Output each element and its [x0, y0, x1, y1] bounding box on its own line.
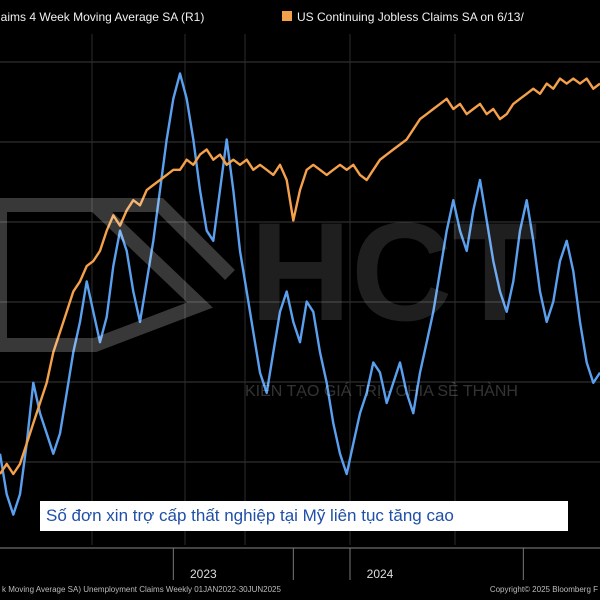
x-axis: 2023 2024: [0, 547, 600, 581]
chart-footer: k Moving Average SA) Unemployment Claims…: [0, 582, 600, 600]
legend-series2-label: US Continuing Jobless Claims SA on 6/13/: [297, 10, 524, 24]
series-line-continuing-claims: [0, 77, 600, 476]
footer-source: k Moving Average SA) Unemployment Claims…: [2, 585, 281, 594]
legend: laims 4 Week Moving Average SA (R1) US C…: [0, 0, 600, 34]
x-tick-label: 2024: [367, 567, 394, 581]
series-lines: [0, 72, 600, 516]
footer-copyright: Copyright© 2025 Bloomberg F: [489, 585, 598, 594]
series-line-4wk-moving-average: [0, 72, 600, 516]
legend-series2-swatch: [282, 11, 292, 21]
caption-banner: Số đơn xin trợ cấp thất nghiệp tại Mỹ li…: [40, 501, 568, 531]
x-tick-label: 2023: [190, 567, 217, 581]
legend-series1-label: laims 4 Week Moving Average SA (R1): [0, 10, 205, 24]
